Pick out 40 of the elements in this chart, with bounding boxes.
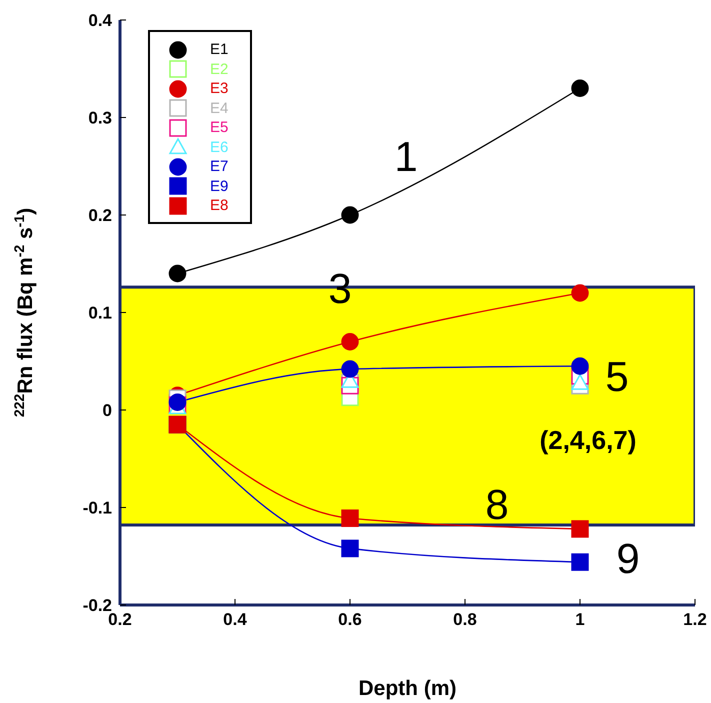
- point: [341, 360, 359, 378]
- legend-label: E5: [210, 119, 228, 136]
- y-tick-label: -0.1: [82, 498, 112, 518]
- point: [341, 206, 359, 224]
- x-tick-label: 1.2: [683, 610, 707, 630]
- y-tick-label: 0.2: [88, 206, 112, 226]
- legend-label: E7: [210, 158, 228, 176]
- point: [168, 264, 186, 282]
- x-axis-title: Depth (m): [358, 677, 456, 700]
- y-tick-label: 0: [102, 401, 112, 420]
- legend-label: E6: [210, 138, 228, 156]
- annotation: 9: [616, 535, 640, 582]
- legend-label: E1: [210, 41, 228, 58]
- point: [571, 357, 589, 375]
- y-tick-label: 0.4: [88, 11, 113, 30]
- x-tick-label: 1: [575, 610, 585, 630]
- x-tick-label: 0.4: [223, 610, 248, 630]
- point: [341, 540, 359, 558]
- legend-label: E9: [210, 178, 228, 195]
- legend-label: E3: [210, 80, 228, 98]
- annotation: 1: [394, 133, 418, 180]
- annotation: (2,4,6,7): [540, 424, 636, 455]
- legend-label: E4: [210, 100, 228, 117]
- annotation: 8: [485, 481, 509, 528]
- point: [168, 393, 186, 411]
- point: [341, 509, 359, 527]
- legend-label: E8: [210, 197, 228, 214]
- point: [571, 80, 589, 97]
- point: [571, 520, 589, 538]
- annotation: 5: [605, 353, 629, 400]
- x-tick-label: 0.2: [108, 610, 132, 630]
- x-tick-label: 0.8: [453, 610, 477, 630]
- point: [341, 333, 359, 350]
- legend-label: E2: [210, 60, 228, 78]
- y-tick-label: 0.1: [88, 304, 112, 323]
- x-tick-label: 0.6: [338, 610, 362, 630]
- point: [571, 284, 589, 302]
- y-tick-label: 0.3: [88, 108, 112, 128]
- point: [571, 553, 589, 571]
- point: [571, 374, 589, 390]
